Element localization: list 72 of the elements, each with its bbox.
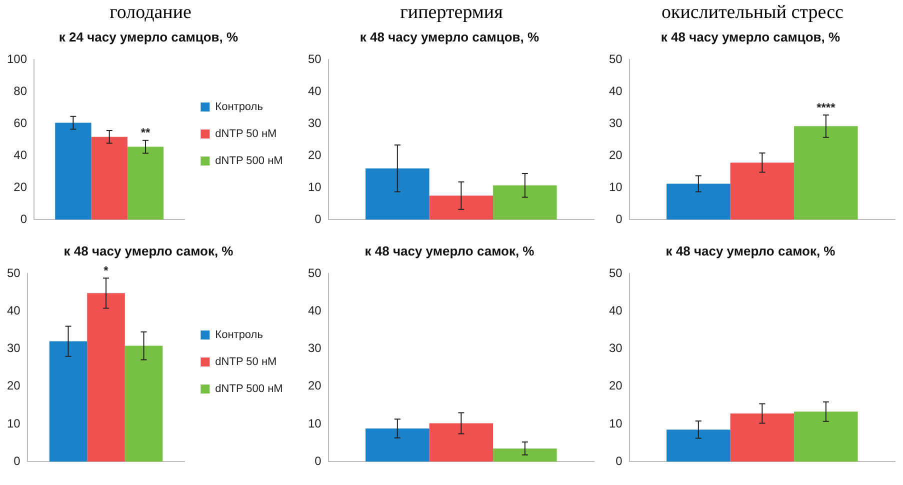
y-tick-label: 50: [308, 52, 322, 66]
y-tick-label: 20: [14, 180, 28, 194]
bar: [55, 122, 92, 220]
y-tick-label: 50: [608, 52, 623, 66]
bar: [493, 185, 557, 220]
chart-title: к 48 часу умерло самок, %: [64, 243, 234, 258]
bar: [429, 196, 494, 220]
y-tick-label: 20: [6, 378, 21, 393]
y-tick-label: 20: [608, 378, 623, 393]
y-tick-label: 30: [608, 341, 623, 356]
legend-label: Контроль: [215, 101, 264, 114]
legend-label: dNTP 50 нМ: [215, 128, 277, 140]
y-tick-label: 0: [14, 454, 21, 468]
y-tick-label: 40: [308, 84, 322, 98]
y-tick-label: 10: [308, 180, 322, 194]
bar: [730, 413, 794, 462]
y-tick-label: 40: [608, 84, 623, 98]
y-tick-label: 20: [308, 378, 322, 393]
bar: [87, 293, 125, 462]
y-tick-label: 80: [14, 84, 28, 98]
chart-title: к 48 часу умерло самцов, %: [660, 29, 841, 44]
bar: [124, 346, 163, 462]
y-tick-label: 20: [308, 148, 322, 162]
y-tick-label: 10: [6, 416, 21, 430]
y-tick-label: 0: [314, 212, 322, 226]
y-tick-label: 40: [14, 148, 28, 162]
chart-title: к 48 часу умерло самцов, %: [360, 29, 540, 44]
chart-title: к 48 часу умерло самок, %: [666, 243, 836, 258]
legend-label: dNTP 500 нМ: [215, 155, 283, 168]
bar: [794, 412, 858, 462]
y-tick-label: 10: [608, 416, 623, 430]
y-tick-label: 60: [14, 116, 28, 130]
y-tick-label: 0: [616, 212, 623, 226]
chart-subtitle: окислительный стресс: [660, 1, 844, 25]
data-label: **: [140, 126, 151, 140]
bar: [366, 428, 430, 462]
bar: [91, 136, 128, 220]
y-tick-label: 100: [6, 52, 28, 66]
y-tick-label: 10: [608, 180, 623, 194]
chart-subtitle: голодание: [108, 1, 192, 25]
y-tick-label: 40: [608, 304, 623, 318]
bar: [127, 146, 164, 220]
bar: [794, 126, 858, 220]
chart-title: к 24 часу умерло самцов, %: [58, 29, 239, 44]
bar: [366, 168, 430, 220]
y-tick-label: 10: [308, 416, 322, 430]
bar: [666, 184, 730, 220]
data-label: *: [104, 263, 109, 278]
legend-label: dNTP 50 нМ: [215, 356, 277, 368]
legend-label: Контроль: [215, 329, 264, 342]
bar: [493, 448, 557, 462]
y-tick-label: 30: [308, 341, 322, 356]
legend-label: dNTP 500 нМ: [215, 383, 283, 396]
y-tick-label: 30: [308, 116, 322, 130]
y-tick-label: 30: [608, 116, 623, 130]
chart-title: к 48 часу умерло самок, %: [364, 243, 535, 258]
y-tick-label: 40: [6, 304, 21, 318]
y-tick-label: 40: [308, 304, 322, 318]
y-tick-label: 0: [314, 454, 322, 468]
bar: [730, 162, 794, 220]
y-tick-label: 50: [308, 266, 322, 280]
y-tick-label: 20: [608, 148, 623, 162]
y-tick-label: 0: [20, 212, 28, 226]
data-label: ****: [816, 100, 836, 114]
y-tick-label: 0: [616, 454, 623, 468]
y-tick-label: 30: [6, 341, 21, 356]
bar: [49, 341, 88, 462]
y-tick-label: 50: [608, 266, 623, 280]
bar: [666, 430, 730, 462]
bar: [429, 423, 494, 462]
chart-subtitle: гипертермия: [399, 1, 504, 25]
y-tick-label: 50: [6, 266, 21, 280]
